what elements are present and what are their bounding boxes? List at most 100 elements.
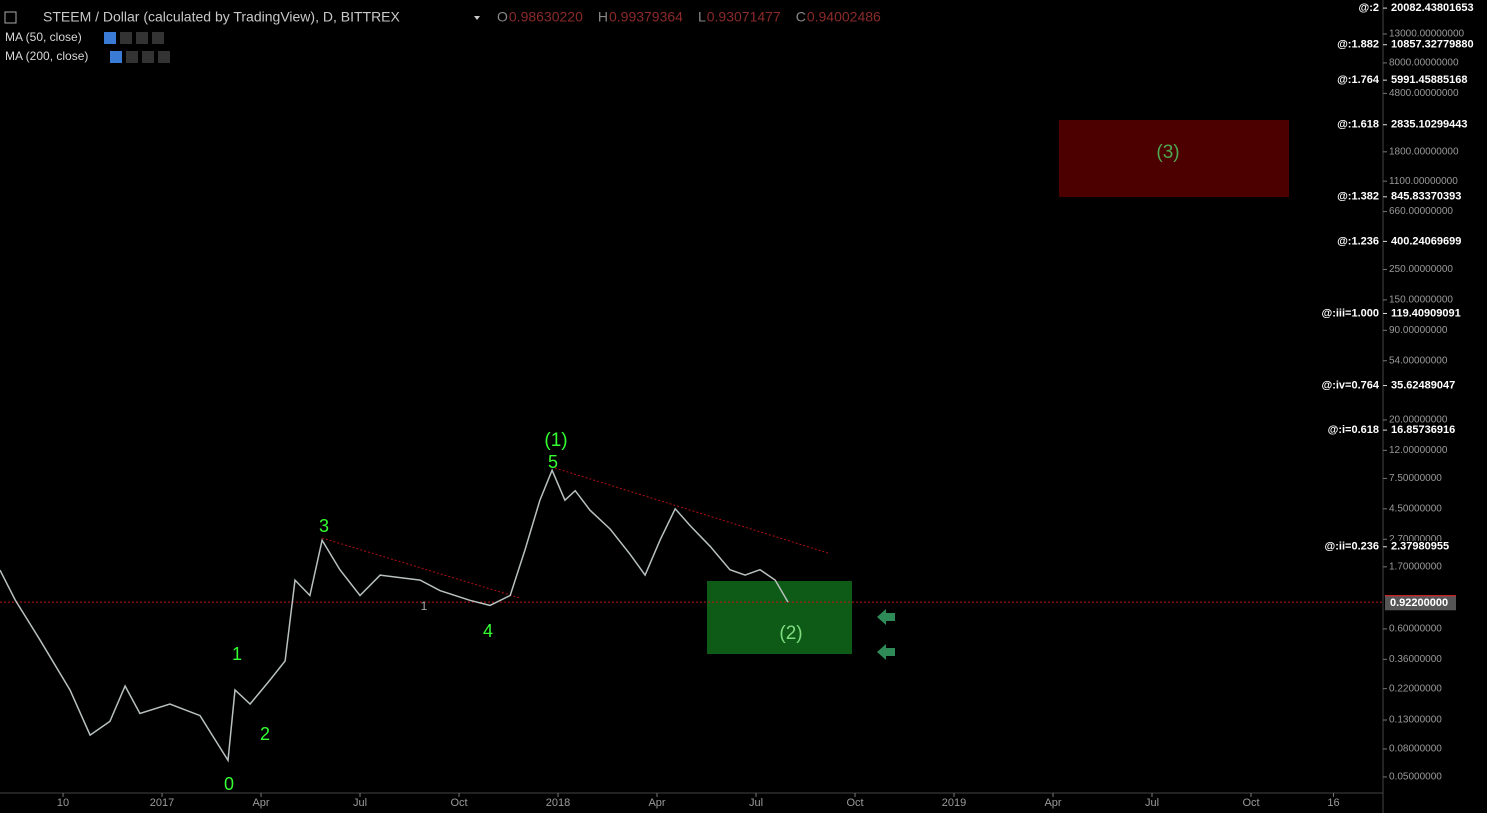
ohlc-key: L xyxy=(698,9,706,25)
y-tick-label: 8000.00000000 xyxy=(1389,58,1459,69)
ohlc-key: H xyxy=(598,9,608,25)
fib-name: @:iii=1.000 xyxy=(1321,307,1379,319)
wave-label: 0 xyxy=(224,774,234,794)
x-tick-label: Oct xyxy=(450,797,467,809)
y-tick-label: 12.00000000 xyxy=(1389,445,1448,456)
y-tick-label: 0.08000000 xyxy=(1389,744,1442,755)
remove-button[interactable] xyxy=(152,32,164,44)
fib-value: 845.83370393 xyxy=(1391,191,1461,203)
ohlc-value: 0.99379364 xyxy=(609,9,683,25)
arrow xyxy=(877,644,895,660)
fib-value: 16.85736916 xyxy=(1391,424,1455,436)
fib-name: @:i=0.618 xyxy=(1328,424,1379,436)
fib-value: 5991.45885168 xyxy=(1391,74,1467,86)
y-tick-label: 0.36000000 xyxy=(1389,654,1442,665)
dropdown[interactable] xyxy=(474,16,480,20)
arrow xyxy=(877,609,895,625)
ohlc-value: 0.98630220 xyxy=(509,9,583,25)
more-button[interactable] xyxy=(136,32,148,44)
x-tick-label: 16 xyxy=(1327,797,1339,809)
wave-label: (3) xyxy=(1156,142,1179,163)
fib-name: @:iv=0.764 xyxy=(1321,379,1379,391)
x-tick-label: 2018 xyxy=(546,797,570,809)
fib-label-bg xyxy=(1387,38,1485,51)
settings-button[interactable] xyxy=(120,32,132,44)
wave-label: 3 xyxy=(319,516,329,536)
fib-value: 119.40909091 xyxy=(1391,307,1461,319)
fib-label-bg xyxy=(1387,190,1485,203)
x-tick-label: 2019 xyxy=(942,797,966,809)
symbol-title[interactable]: STEEM / Dollar (calculated by TradingVie… xyxy=(43,9,401,25)
x-tick-label: 10 xyxy=(57,797,69,809)
fib-label-bg xyxy=(1387,2,1485,15)
price-label: 0.92200000 xyxy=(1390,597,1448,609)
visibility-button[interactable] xyxy=(104,32,116,44)
y-tick-label: 250.00000000 xyxy=(1389,264,1453,275)
y-tick-label: 150.00000000 xyxy=(1389,295,1453,306)
y-tick-label: 660.00000000 xyxy=(1389,206,1453,217)
visibility-button[interactable] xyxy=(110,51,122,63)
x-tick-label: Apr xyxy=(648,797,665,809)
wave-label: 5 xyxy=(548,452,558,472)
y-tick-label: 13000.00000000 xyxy=(1389,29,1465,40)
wave-label: (1) xyxy=(544,430,567,451)
y-tick-label: 0.22000000 xyxy=(1389,683,1442,694)
wave-label: 1 xyxy=(421,599,428,613)
y-tick-label: 7.50000000 xyxy=(1389,473,1442,484)
fib-label-bg xyxy=(1387,307,1485,320)
x-tick-label: Apr xyxy=(252,797,269,809)
fib-name: @:1.236 xyxy=(1337,235,1379,247)
y-tick-label: 4.50000000 xyxy=(1389,503,1442,514)
trendline xyxy=(321,537,521,599)
fib-value: 2835.10299443 xyxy=(1391,119,1467,131)
price-label-bg xyxy=(1385,596,1456,611)
fib-label-bg xyxy=(1387,118,1485,131)
y-tick-label: 1.70000000 xyxy=(1389,561,1442,572)
target-zone-2 xyxy=(707,581,852,654)
indicator[interactable]: MA (50, close) xyxy=(5,30,82,44)
fib-name: @:2 xyxy=(1358,2,1379,14)
x-tick-label: Jul xyxy=(353,797,367,809)
remove-button[interactable] xyxy=(158,51,170,63)
fib-name: @:1.882 xyxy=(1337,39,1379,51)
fib-name: @:ii=0.236 xyxy=(1325,541,1379,553)
fib-name: @:1.618 xyxy=(1337,119,1379,131)
indicator[interactable]: MA (200, close) xyxy=(5,49,88,63)
fib-label-bg xyxy=(1387,379,1485,392)
x-tick-label: Apr xyxy=(1044,797,1061,809)
wave-label: 1 xyxy=(232,644,242,664)
y-tick-label: 54.00000000 xyxy=(1389,355,1448,366)
y-tick-label: 1800.00000000 xyxy=(1389,146,1459,157)
price-line-series xyxy=(0,468,789,763)
fib-value: 2.37980955 xyxy=(1391,541,1449,553)
y-tick-label: 0.13000000 xyxy=(1389,715,1442,726)
fib-value: 10857.32779880 xyxy=(1391,39,1474,51)
ohlc-key: C xyxy=(796,9,806,25)
x-tick-label: Oct xyxy=(1242,797,1259,809)
ohlc-key: O xyxy=(497,9,508,25)
y-tick-label: 1100.00000000 xyxy=(1389,176,1458,187)
indicator-buttons xyxy=(104,32,170,63)
fib-label-bg xyxy=(1387,424,1485,437)
ohlc-value: 0.93071477 xyxy=(707,9,781,25)
y-tick-label: 0.05000000 xyxy=(1389,772,1442,783)
x-tick-label: Oct xyxy=(846,797,863,809)
fib-value: 35.62489047 xyxy=(1391,379,1455,391)
wave-label: 4 xyxy=(483,621,493,641)
y-tick-label: 0.60000000 xyxy=(1389,624,1442,635)
x-tick-label: Jul xyxy=(1145,797,1159,809)
fib-label-bg xyxy=(1387,540,1485,553)
settings-button[interactable] xyxy=(126,51,138,63)
fib-label-bg xyxy=(1387,74,1485,87)
fib-name: @:1.764 xyxy=(1337,74,1380,86)
fib-value: 400.24069699 xyxy=(1391,235,1461,247)
collapse-button[interactable] xyxy=(4,11,17,24)
y-tick-label: 2.70000000 xyxy=(1389,534,1442,545)
y-tick-label: 20.00000000 xyxy=(1389,415,1448,426)
target-zone-3 xyxy=(1059,120,1289,197)
fib-value: 20082.43801653 xyxy=(1391,2,1474,14)
more-button[interactable] xyxy=(142,51,154,63)
fib-name: @:1.382 xyxy=(1337,191,1379,203)
wave-label: 2 xyxy=(260,724,270,744)
